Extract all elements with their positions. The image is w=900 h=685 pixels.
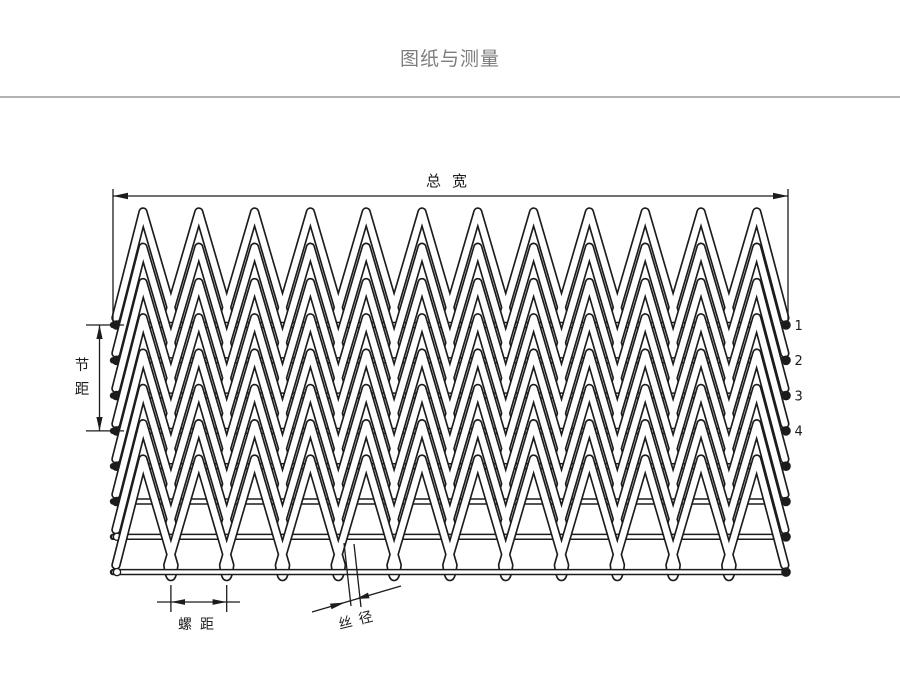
rod-number: 2 bbox=[795, 354, 803, 369]
rod-number: 3 bbox=[795, 389, 803, 404]
arrowhead-left-icon bbox=[113, 192, 128, 200]
rod-end-dot-right bbox=[781, 532, 791, 542]
pitch-label-char-bottom: 距 bbox=[75, 382, 90, 398]
spiral-wire-core bbox=[112, 456, 788, 580]
rod-end-dot-right bbox=[781, 355, 791, 366]
rod-end-dot-right bbox=[781, 496, 791, 507]
rod-end-dot-right bbox=[781, 426, 791, 436]
rod-end-dot-right bbox=[781, 461, 791, 472]
dim-pitch: 节 距 bbox=[75, 324, 124, 432]
rod-end-dot-right bbox=[781, 390, 791, 401]
rod-end-dot-right bbox=[781, 567, 791, 577]
wire-mesh: 1 2 3 4 bbox=[109, 207, 803, 582]
dim-spiral-pitch: 螺距 bbox=[157, 585, 240, 633]
arrowhead-down-icon bbox=[96, 417, 103, 431]
section-divider bbox=[0, 96, 900, 98]
rod-number: 1 bbox=[795, 319, 803, 334]
wire-diameter-label: 丝径 bbox=[337, 607, 382, 633]
page-title: 图纸与测量 bbox=[399, 48, 500, 70]
pitch-label-char-top: 节 bbox=[75, 357, 90, 374]
arrowhead-right-icon bbox=[773, 192, 788, 200]
extension-line-right bbox=[353, 543, 362, 608]
rod-number: 4 bbox=[795, 425, 803, 440]
total-width-label: 总宽 bbox=[426, 172, 478, 190]
arrowhead-left-icon bbox=[330, 602, 345, 610]
rod-end-open-left bbox=[112, 567, 122, 577]
arrowhead-left-icon bbox=[170, 599, 185, 605]
extension-line-left bbox=[343, 542, 352, 607]
rod-end-dot-right bbox=[781, 320, 791, 330]
arrowhead-up-icon bbox=[96, 325, 103, 339]
dim-wire-diameter: 丝径 bbox=[311, 542, 402, 633]
arrowhead-right-icon bbox=[212, 599, 227, 605]
dim-total-width: 总宽 bbox=[112, 172, 789, 322]
spiral-pitch-label: 螺距 bbox=[178, 617, 222, 633]
dimension-line bbox=[311, 585, 402, 613]
arrowhead-right-icon bbox=[356, 592, 370, 599]
